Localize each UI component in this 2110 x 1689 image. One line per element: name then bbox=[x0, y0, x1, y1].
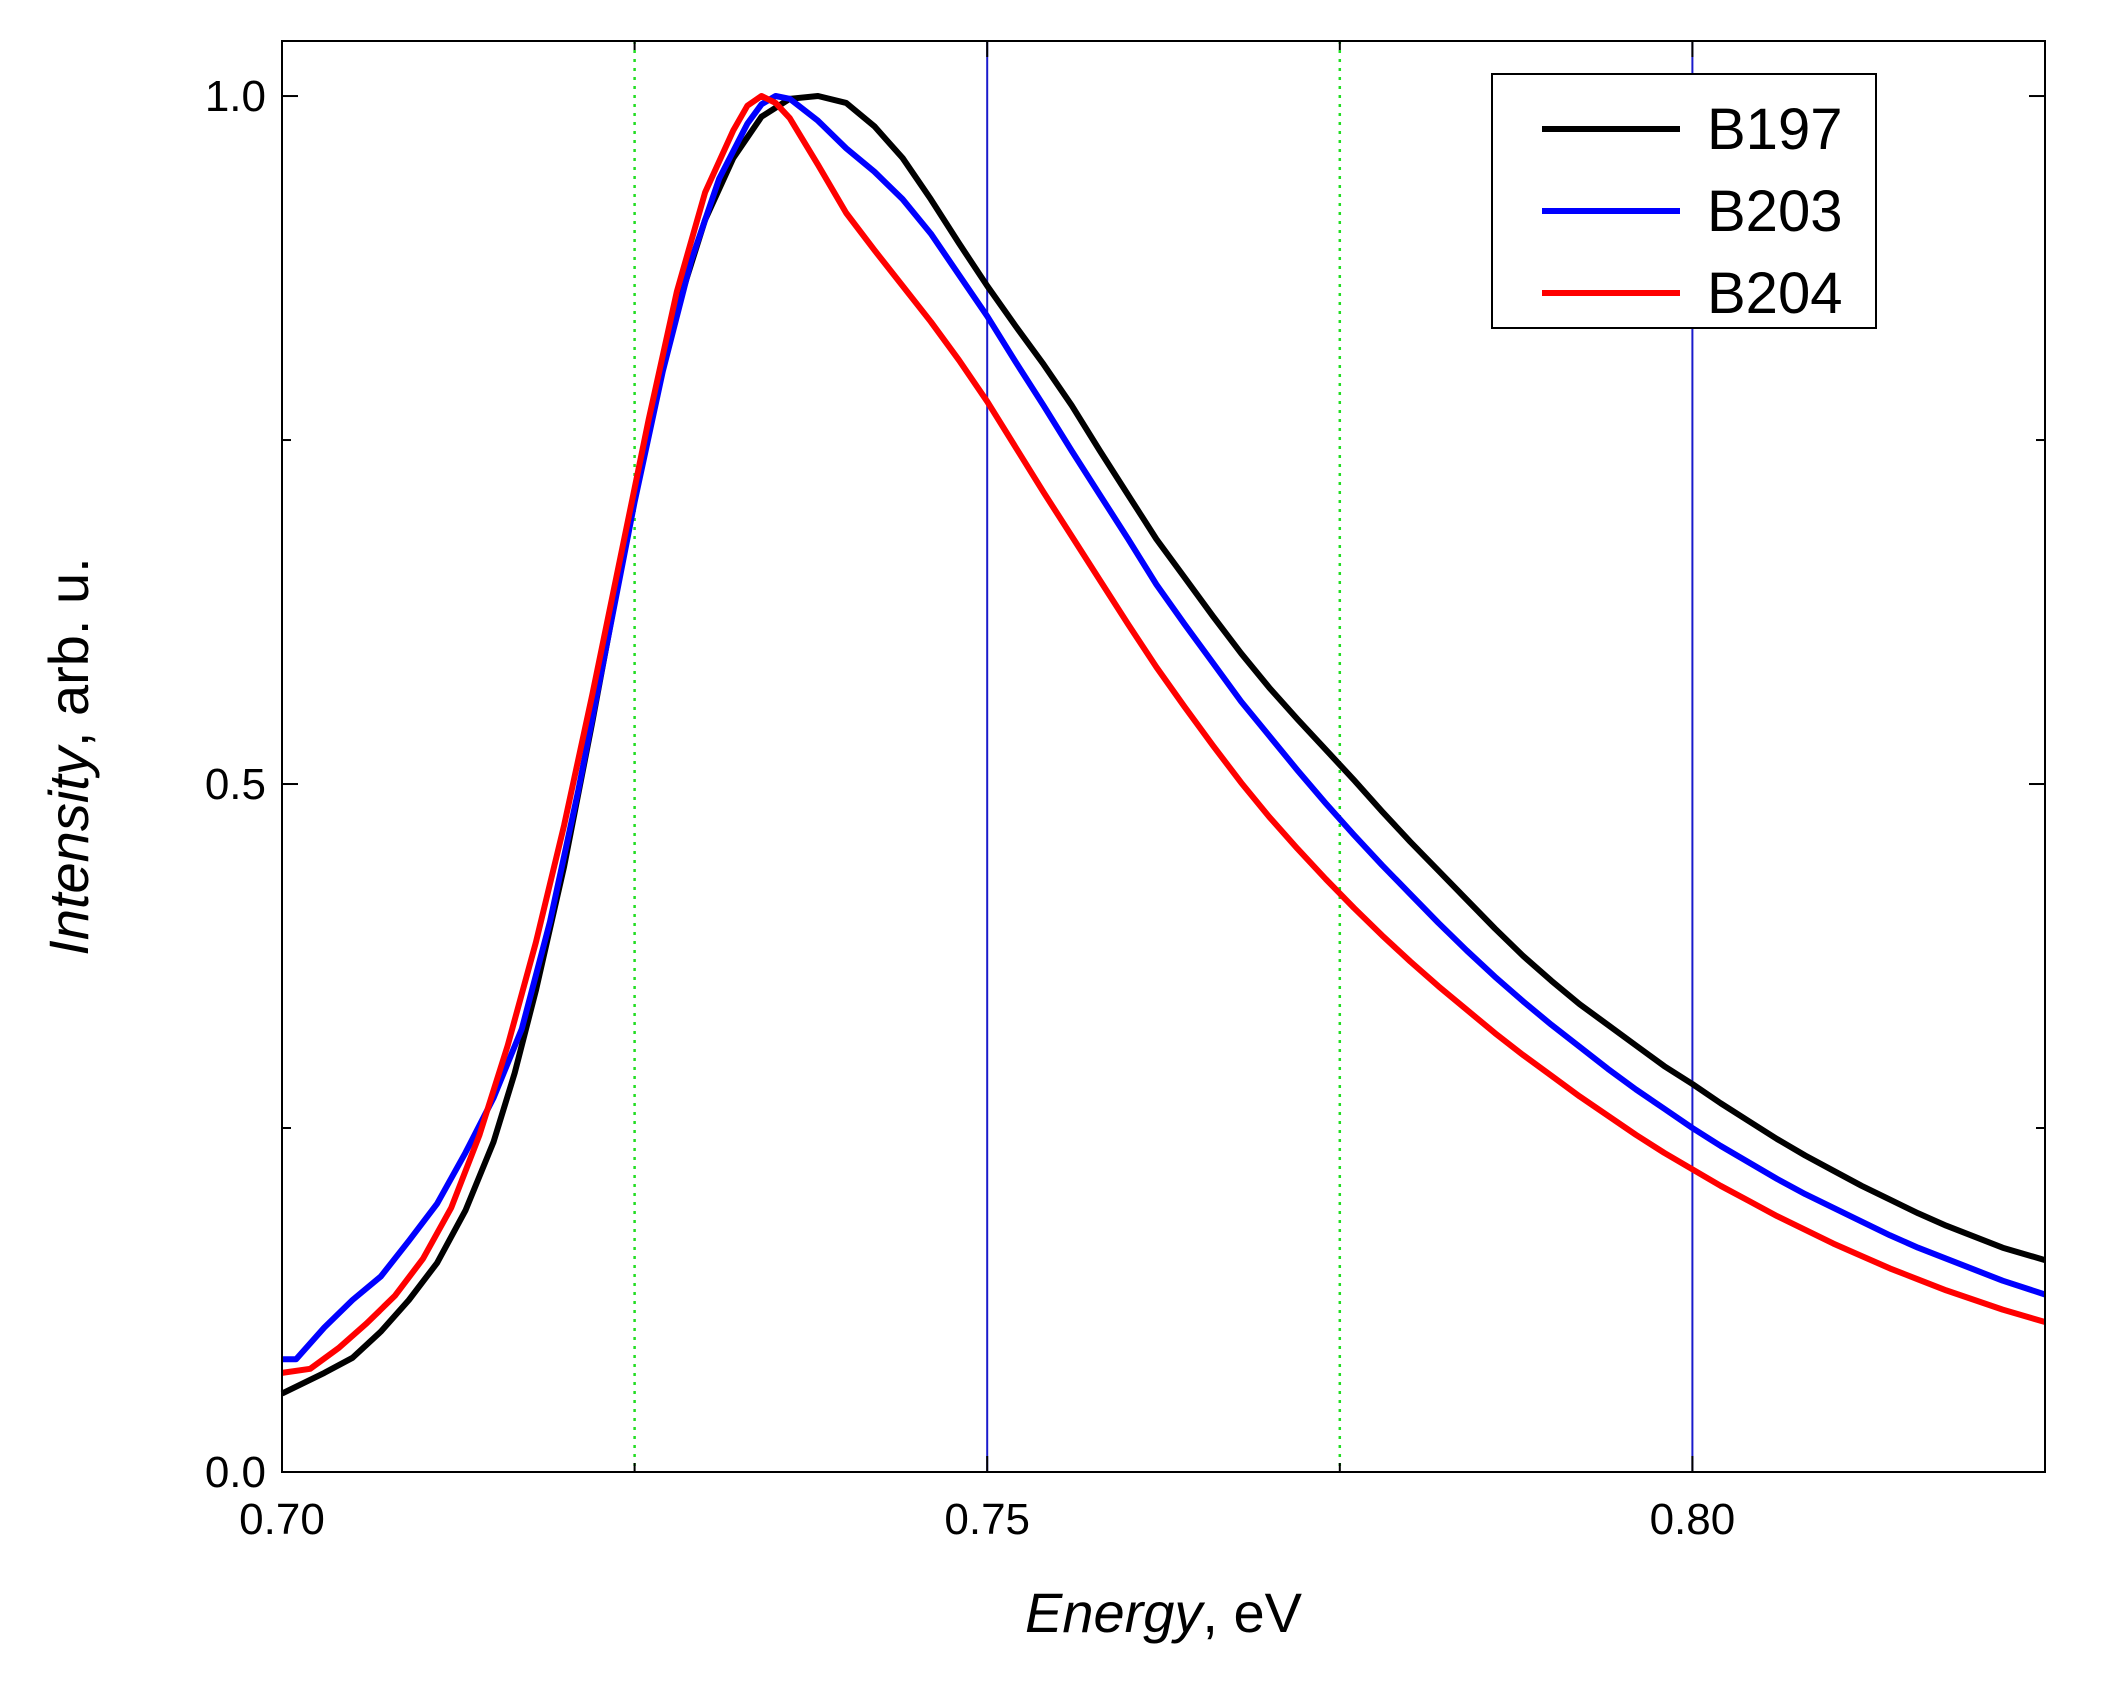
x-axis-title: Energy, eV bbox=[1025, 1581, 1303, 1644]
x-axis-title-unit: , eV bbox=[1202, 1581, 1302, 1644]
x-axis-title-italic: Energy bbox=[1025, 1581, 1205, 1644]
y-tick-label: 0.0 bbox=[205, 1448, 266, 1497]
x-tick-label: 0.80 bbox=[1650, 1495, 1736, 1544]
y-axis: 0.0 0.5 1.0 bbox=[205, 72, 2045, 1497]
y-axis-title-unit: , arb. u. bbox=[37, 557, 100, 747]
y-axis-title: Intensity, arb. u. bbox=[37, 557, 100, 955]
legend-label-b197: B197 bbox=[1707, 97, 1842, 162]
series-layer bbox=[280, 93, 2046, 1397]
y-tick-label: 1.0 bbox=[205, 72, 266, 121]
series-line-b203 bbox=[282, 93, 2046, 1363]
legend-label-b204: B204 bbox=[1707, 261, 1842, 326]
legend-box bbox=[1491, 73, 1877, 329]
y-axis-title-italic: Intensity bbox=[37, 744, 100, 956]
y-tick-label: 0.5 bbox=[205, 760, 266, 809]
legend: B197 B203 B204 bbox=[1491, 73, 1877, 329]
x-axis: 0.70 0.75 0.80 bbox=[239, 41, 1735, 1544]
x-tick-label: 0.70 bbox=[239, 1495, 325, 1544]
plot-frame bbox=[281, 40, 2046, 1473]
x-tick-label: 0.75 bbox=[944, 1495, 1030, 1544]
series-line-b204 bbox=[281, 93, 2046, 1376]
legend-label-b203: B203 bbox=[1707, 179, 1842, 244]
